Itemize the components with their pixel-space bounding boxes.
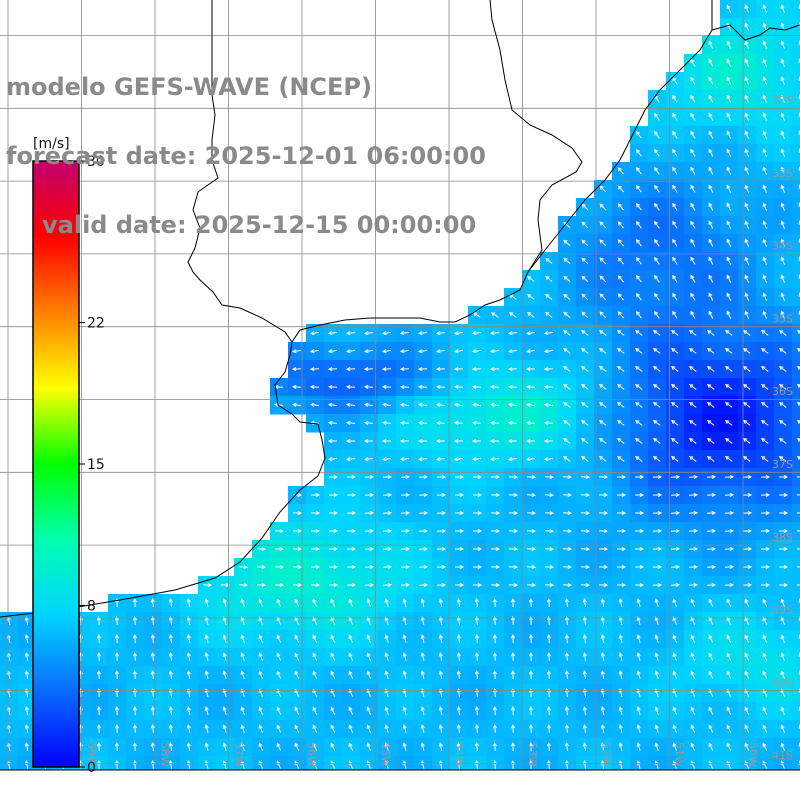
colorbar-tick-label: 0 <box>87 760 96 776</box>
longitude-label: 54W <box>453 742 466 767</box>
longitude-label: 59W <box>85 742 98 767</box>
colorbar: [m/s] 30 22 15 8 0 <box>32 136 105 776</box>
coastline <box>0 0 713 618</box>
longitude-label: 57W <box>232 742 245 767</box>
longitude-label: 51W <box>673 742 686 767</box>
longitude-label: 56W <box>306 742 319 767</box>
latitude-label: 32S <box>772 94 793 107</box>
latitude-label: 35S <box>772 312 793 325</box>
longitude-label: 55W <box>379 742 392 767</box>
latitude-label: 41S <box>772 749 793 762</box>
colorbar-unit: [m/s] <box>33 136 70 152</box>
latitude-label: 40S <box>772 676 793 689</box>
longitude-labels: 59W 58W 57W 56W 55W 54W 53W 52W 51W 50W <box>85 742 760 767</box>
latitude-label: 36S <box>772 385 793 398</box>
longitude-label: 53W <box>526 742 539 767</box>
latitude-labels: 32S 33S 34S 35S 36S 37S 38S 39S 40S 41S <box>772 94 793 762</box>
latitude-label: 33S <box>772 167 793 180</box>
longitude-label: 52W <box>600 742 613 767</box>
colorbar-tick-label: 22 <box>87 316 105 332</box>
colorbar-tick-label: 15 <box>87 457 105 473</box>
longitude-label: 50W <box>747 742 760 767</box>
colorbar-tick-label: 30 <box>87 154 105 170</box>
latitude-label: 37S <box>772 458 793 471</box>
valid-date: valid date: 2025-12-15 00:00:00 <box>42 211 477 239</box>
lat-lon-grid <box>0 0 800 771</box>
latitude-label: 38S <box>772 531 793 544</box>
lagoon-outline <box>489 0 800 273</box>
forecast-date: forecast date: 2025-12-01 06:00:00 <box>6 142 486 170</box>
map-header: modelo GEFS-WAVE (NCEP) forecast date: 2… <box>6 30 486 283</box>
latitude-label: 39S <box>772 604 793 617</box>
model-title: modelo GEFS-WAVE (NCEP) <box>6 73 372 101</box>
colorbar-tick-label: 8 <box>87 598 96 614</box>
longitude-label: 58W <box>159 742 172 767</box>
latitude-label: 34S <box>772 240 793 253</box>
